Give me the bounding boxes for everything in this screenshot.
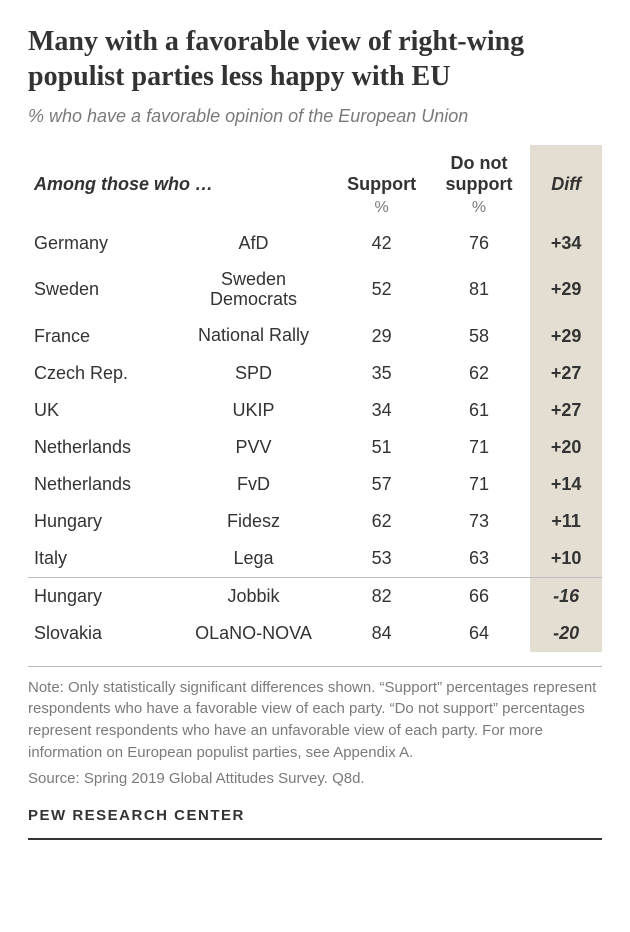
cell-support: 42 [336, 225, 428, 262]
table-row: UKUKIP3461+27 [28, 392, 602, 429]
cell-country: Hungary [28, 503, 172, 540]
cell-support: 82 [336, 577, 428, 615]
header-among: Among those who … [28, 145, 336, 199]
cell-support: 84 [336, 615, 428, 652]
cell-not-support: 62 [428, 355, 531, 392]
cell-party: UKIP [172, 392, 336, 429]
cell-country: Hungary [28, 577, 172, 615]
table-row: GermanyAfD4276+34 [28, 225, 602, 262]
cell-diff: +34 [530, 225, 602, 262]
cell-not-support: 73 [428, 503, 531, 540]
cell-party: Fidesz [172, 503, 336, 540]
cell-not-support: 58 [428, 318, 531, 355]
chart-note: Note: Only statistically significant dif… [28, 666, 602, 764]
chart-subtitle: % who have a favorable opinion of the Eu… [28, 106, 602, 127]
cell-country: Germany [28, 225, 172, 262]
table-row: FranceNational Rally2958+29 [28, 318, 602, 355]
cell-diff: +10 [530, 540, 602, 578]
cell-country: France [28, 318, 172, 355]
cell-party: Lega [172, 540, 336, 578]
cell-support: 52 [336, 262, 428, 318]
cell-country: Italy [28, 540, 172, 578]
chart-source: Source: Spring 2019 Global Attitudes Sur… [28, 770, 602, 787]
cell-party: PVV [172, 429, 336, 466]
cell-diff: +29 [530, 318, 602, 355]
table-row: Czech Rep.SPD3562+27 [28, 355, 602, 392]
cell-not-support: 71 [428, 466, 531, 503]
attribution: PEW RESEARCH CENTER [28, 807, 602, 840]
table-body: GermanyAfD4276+34SwedenSwedenDemocrats52… [28, 225, 602, 652]
cell-country: Czech Rep. [28, 355, 172, 392]
cell-party: Jobbik [172, 577, 336, 615]
cell-country: Slovakia [28, 615, 172, 652]
cell-diff: +11 [530, 503, 602, 540]
header-diff: Diff [530, 145, 602, 199]
unit-row: % % [28, 199, 602, 225]
cell-diff: +27 [530, 392, 602, 429]
cell-party: FvD [172, 466, 336, 503]
cell-not-support: 61 [428, 392, 531, 429]
cell-support: 51 [336, 429, 428, 466]
cell-country: Netherlands [28, 466, 172, 503]
table-row: SwedenSwedenDemocrats5281+29 [28, 262, 602, 318]
cell-party: OLaNO-NOVA [172, 615, 336, 652]
cell-support: 34 [336, 392, 428, 429]
chart-title: Many with a favorable view of right-wing… [28, 24, 602, 94]
data-table: Among those who … Support Do not support… [28, 145, 602, 652]
cell-not-support: 64 [428, 615, 531, 652]
table-header-row: Among those who … Support Do not support… [28, 145, 602, 199]
cell-not-support: 63 [428, 540, 531, 578]
cell-diff: +27 [530, 355, 602, 392]
cell-support: 29 [336, 318, 428, 355]
cell-not-support: 66 [428, 577, 531, 615]
header-support: Support [336, 145, 428, 199]
table-row: HungaryJobbik8266-16 [28, 577, 602, 615]
cell-not-support: 81 [428, 262, 531, 318]
cell-country: UK [28, 392, 172, 429]
cell-diff: -16 [530, 577, 602, 615]
header-not-support: Do not support [428, 145, 531, 199]
cell-party: AfD [172, 225, 336, 262]
table-row: ItalyLega5363+10 [28, 540, 602, 578]
cell-diff: +29 [530, 262, 602, 318]
cell-party: SwedenDemocrats [172, 262, 336, 318]
cell-diff: +20 [530, 429, 602, 466]
cell-support: 62 [336, 503, 428, 540]
table-row: NetherlandsPVV5171+20 [28, 429, 602, 466]
cell-diff: -20 [530, 615, 602, 652]
cell-support: 35 [336, 355, 428, 392]
cell-support: 53 [336, 540, 428, 578]
cell-party: SPD [172, 355, 336, 392]
cell-support: 57 [336, 466, 428, 503]
cell-not-support: 71 [428, 429, 531, 466]
table-row: NetherlandsFvD5771+14 [28, 466, 602, 503]
table-row: HungaryFidesz6273+11 [28, 503, 602, 540]
cell-not-support: 76 [428, 225, 531, 262]
cell-country: Netherlands [28, 429, 172, 466]
cell-party: National Rally [172, 318, 336, 355]
cell-diff: +14 [530, 466, 602, 503]
table-row: SlovakiaOLaNO-NOVA8464-20 [28, 615, 602, 652]
cell-country: Sweden [28, 262, 172, 318]
unit-not-support: % [428, 199, 531, 225]
unit-support: % [336, 199, 428, 225]
